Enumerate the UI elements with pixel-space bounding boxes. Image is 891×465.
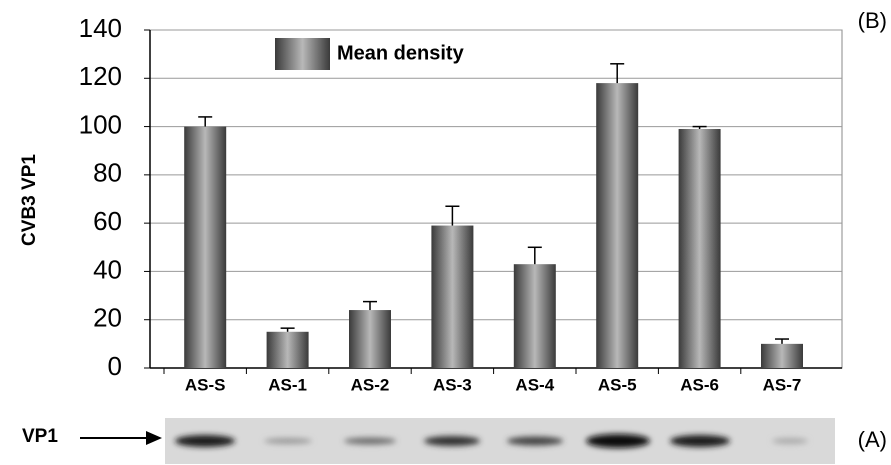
bar bbox=[596, 83, 638, 368]
y-tick-label: 120 bbox=[79, 61, 122, 91]
bar bbox=[514, 264, 556, 368]
bar bbox=[431, 226, 473, 368]
x-tick-label: AS-5 bbox=[598, 375, 637, 394]
bar bbox=[349, 310, 391, 368]
page: 0 20 40 60 80 100 120 140 AS-S AS-1 AS-2 AS-3 AS-4 AS… bbox=[0, 0, 891, 465]
blot: VP1 (A) bbox=[22, 418, 887, 464]
error-bar bbox=[693, 127, 707, 129]
y-axis-label: CVB3 VP1 bbox=[19, 154, 40, 246]
legend-swatch bbox=[275, 38, 330, 70]
plot-area: 0 20 40 60 80 100 120 140 AS-S AS-1 AS-2 AS-3 AS-4 AS… bbox=[79, 13, 842, 395]
x-tick-label: AS-3 bbox=[433, 375, 472, 394]
panel-label: (A) bbox=[858, 427, 887, 452]
arrow-head bbox=[146, 431, 162, 445]
x-tick-label: AS-4 bbox=[515, 375, 554, 394]
x-tick-label: AS-6 bbox=[680, 375, 719, 394]
panel-label: (B) bbox=[858, 8, 887, 33]
y-tick-label: 20 bbox=[93, 303, 122, 333]
chart: 0 20 40 60 80 100 120 140 AS-S AS-1 AS-2 AS-3 AS-4 AS… bbox=[0, 0, 891, 465]
blot-label: VP1 bbox=[22, 426, 58, 447]
plot-frame bbox=[150, 30, 842, 368]
error-bar bbox=[775, 339, 789, 344]
x-tick-label: AS-2 bbox=[351, 375, 390, 394]
bar bbox=[267, 332, 309, 368]
y-tick-label: 0 bbox=[108, 351, 122, 381]
legend-label: Mean density bbox=[337, 42, 465, 64]
bar bbox=[761, 344, 803, 368]
x-tick-label: AS-7 bbox=[763, 375, 802, 394]
error-bar bbox=[528, 247, 542, 264]
x-tick-label: AS-S bbox=[185, 375, 226, 394]
y-tick-label: 140 bbox=[79, 13, 122, 43]
error-bar bbox=[363, 302, 377, 310]
y-tick-label: 40 bbox=[93, 254, 122, 284]
y-tick-label: 80 bbox=[93, 158, 122, 188]
bar bbox=[184, 127, 226, 368]
y-tick-label: 60 bbox=[93, 206, 122, 236]
bar bbox=[679, 129, 721, 368]
y-tick-label: 100 bbox=[79, 109, 122, 139]
error-bar bbox=[610, 64, 624, 83]
error-bar bbox=[281, 328, 295, 332]
x-tick-label: AS-1 bbox=[268, 375, 307, 394]
error-bar bbox=[198, 117, 212, 127]
